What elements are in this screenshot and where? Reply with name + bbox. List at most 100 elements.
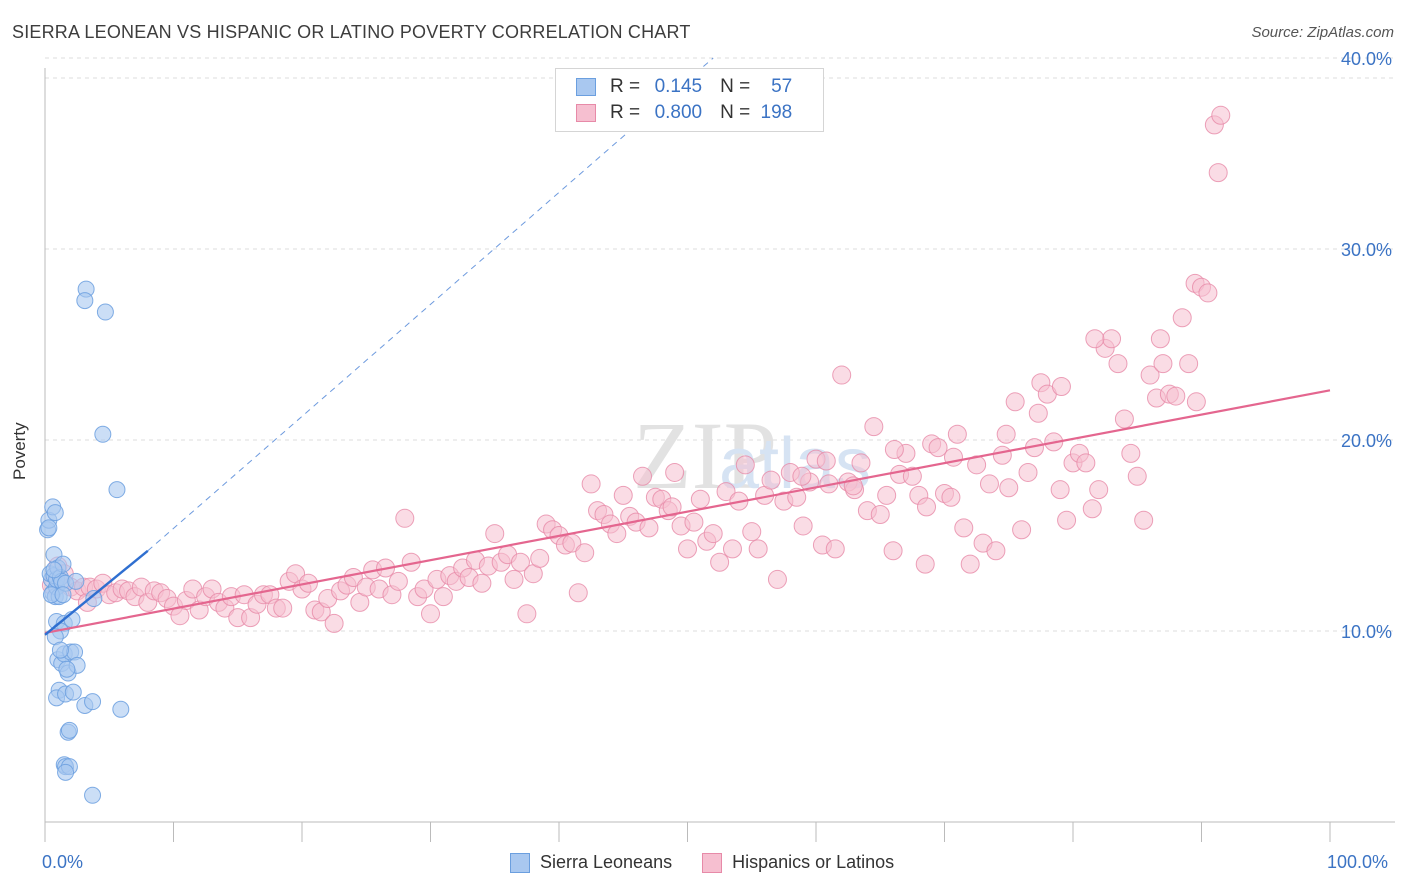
hispanic-point <box>877 485 897 505</box>
hispanic-point <box>792 466 812 486</box>
hispanic-point <box>1051 377 1071 397</box>
hispanic-point <box>1211 105 1231 125</box>
legend-item-hispanics[interactable]: Hispanics or Latinos <box>702 852 894 873</box>
sierra-leonean-trend-dashed <box>147 57 714 552</box>
hispanic-point <box>716 482 736 502</box>
n-label: N = <box>720 102 751 123</box>
y-tick-label: 20.0% <box>1341 431 1392 451</box>
sierra-leonean-point <box>40 519 58 537</box>
sierra-leonean-point <box>76 292 94 310</box>
legend-swatch-pink <box>702 852 723 873</box>
n-label: N = <box>720 76 751 97</box>
n-value: 198 <box>760 102 793 123</box>
hispanic-point <box>902 466 922 486</box>
stats-row-hispanics: R = 0.800 N = 198 <box>576 101 792 125</box>
hispanic-point <box>395 508 415 528</box>
hispanic-point <box>273 598 293 618</box>
hispanic-point <box>388 571 408 591</box>
source-label: Source: ZipAtlas.com <box>1251 24 1394 41</box>
hispanic-point <box>742 522 762 542</box>
hispanic-trend-line <box>44 389 1331 634</box>
legend-item-sierra-leoneans[interactable]: Sierra Leoneans <box>510 852 672 873</box>
hispanic-point <box>662 497 682 517</box>
hispanic-point <box>690 489 710 509</box>
stats-legend: R = 0.145 N = 57 R = 0.800 N = 198 <box>555 68 824 132</box>
hispanic-point <box>1127 466 1147 486</box>
legend-swatch-blue <box>510 852 530 873</box>
hispanic-point <box>960 554 980 574</box>
y-tick-label: 10.0% <box>1341 622 1392 642</box>
hispanic-point <box>639 518 659 538</box>
hispanic-point <box>1166 386 1186 406</box>
hispanic-point <box>1005 392 1025 412</box>
hispanic-point <box>510 552 530 572</box>
hispanic-point <box>1172 308 1192 328</box>
hispanic-point <box>825 539 845 559</box>
legend-label: Sierra Leoneans <box>540 852 673 872</box>
hispanic-point <box>1028 403 1048 423</box>
hispanic-point <box>1186 392 1206 412</box>
sierra-leonean-point <box>85 590 103 608</box>
hispanic-point <box>1121 443 1141 463</box>
x-tick-max: 100.0% <box>1327 852 1389 872</box>
hispanic-point <box>472 573 492 593</box>
hispanic-point <box>568 583 588 603</box>
hispanic-point <box>816 451 836 471</box>
hispanic-point <box>1134 510 1154 530</box>
hispanic-point <box>979 474 999 494</box>
hispanic-point <box>1085 329 1105 349</box>
hispanic-point <box>517 604 537 624</box>
sierra-leonean-point <box>64 683 82 701</box>
swatch-pink <box>576 104 596 122</box>
hispanic-point <box>1012 520 1032 540</box>
r-value: 0.145 <box>654 76 703 97</box>
sierra-leonean-point <box>45 561 63 579</box>
hispanic-point <box>1140 365 1160 385</box>
series-legend: Sierra Leoneans Hispanics or Latinos <box>510 852 924 873</box>
hispanic-point <box>864 417 884 437</box>
hispanic-point <box>633 466 653 486</box>
sierra-leonean-point <box>67 572 85 590</box>
r-label: R = <box>610 76 641 97</box>
hispanic-point <box>793 516 813 536</box>
trend-lines <box>44 57 1331 636</box>
hispanic-points <box>41 105 1231 633</box>
hispanic-point <box>485 524 505 544</box>
y-tick-label: 40.0% <box>1341 49 1392 69</box>
sierra-leonean-point <box>84 786 102 804</box>
hispanic-point <box>324 613 344 633</box>
hispanic-point <box>1198 283 1218 303</box>
axes <box>44 68 1395 842</box>
hispanic-point <box>414 579 434 599</box>
hispanic-point <box>928 438 948 458</box>
hispanic-point <box>992 445 1012 465</box>
y-tick-label: 30.0% <box>1341 240 1392 260</box>
sierra-leonean-point <box>46 504 64 522</box>
hispanic-point <box>665 462 685 482</box>
hispanic-point <box>1150 329 1170 349</box>
hispanic-point <box>883 541 903 561</box>
hispanic-point <box>607 524 627 544</box>
hispanic-point <box>613 485 633 505</box>
sierra-leonean-point <box>112 700 130 718</box>
hispanic-point <box>967 455 987 475</box>
sierra-leonean-trend-line <box>44 549 149 636</box>
hispanic-point <box>433 587 453 607</box>
sierra-leonean-point <box>108 481 126 499</box>
hispanic-point <box>504 569 524 589</box>
hispanic-point <box>1114 409 1134 429</box>
hispanic-point <box>1057 510 1077 530</box>
hispanic-point <box>1076 453 1096 473</box>
legend-label: Hispanics or Latinos <box>732 852 895 872</box>
hispanic-point <box>832 365 852 385</box>
grid-lines <box>45 57 1395 632</box>
hispanic-point <box>851 453 871 473</box>
x-tick-min: 0.0% <box>42 852 84 872</box>
sierra-leonean-point <box>58 660 76 678</box>
hispanic-point <box>767 569 787 589</box>
hispanic-point <box>1153 354 1173 374</box>
hispanic-point <box>917 497 937 517</box>
hispanic-point <box>710 552 730 572</box>
sierra-leonean-point <box>51 641 69 659</box>
